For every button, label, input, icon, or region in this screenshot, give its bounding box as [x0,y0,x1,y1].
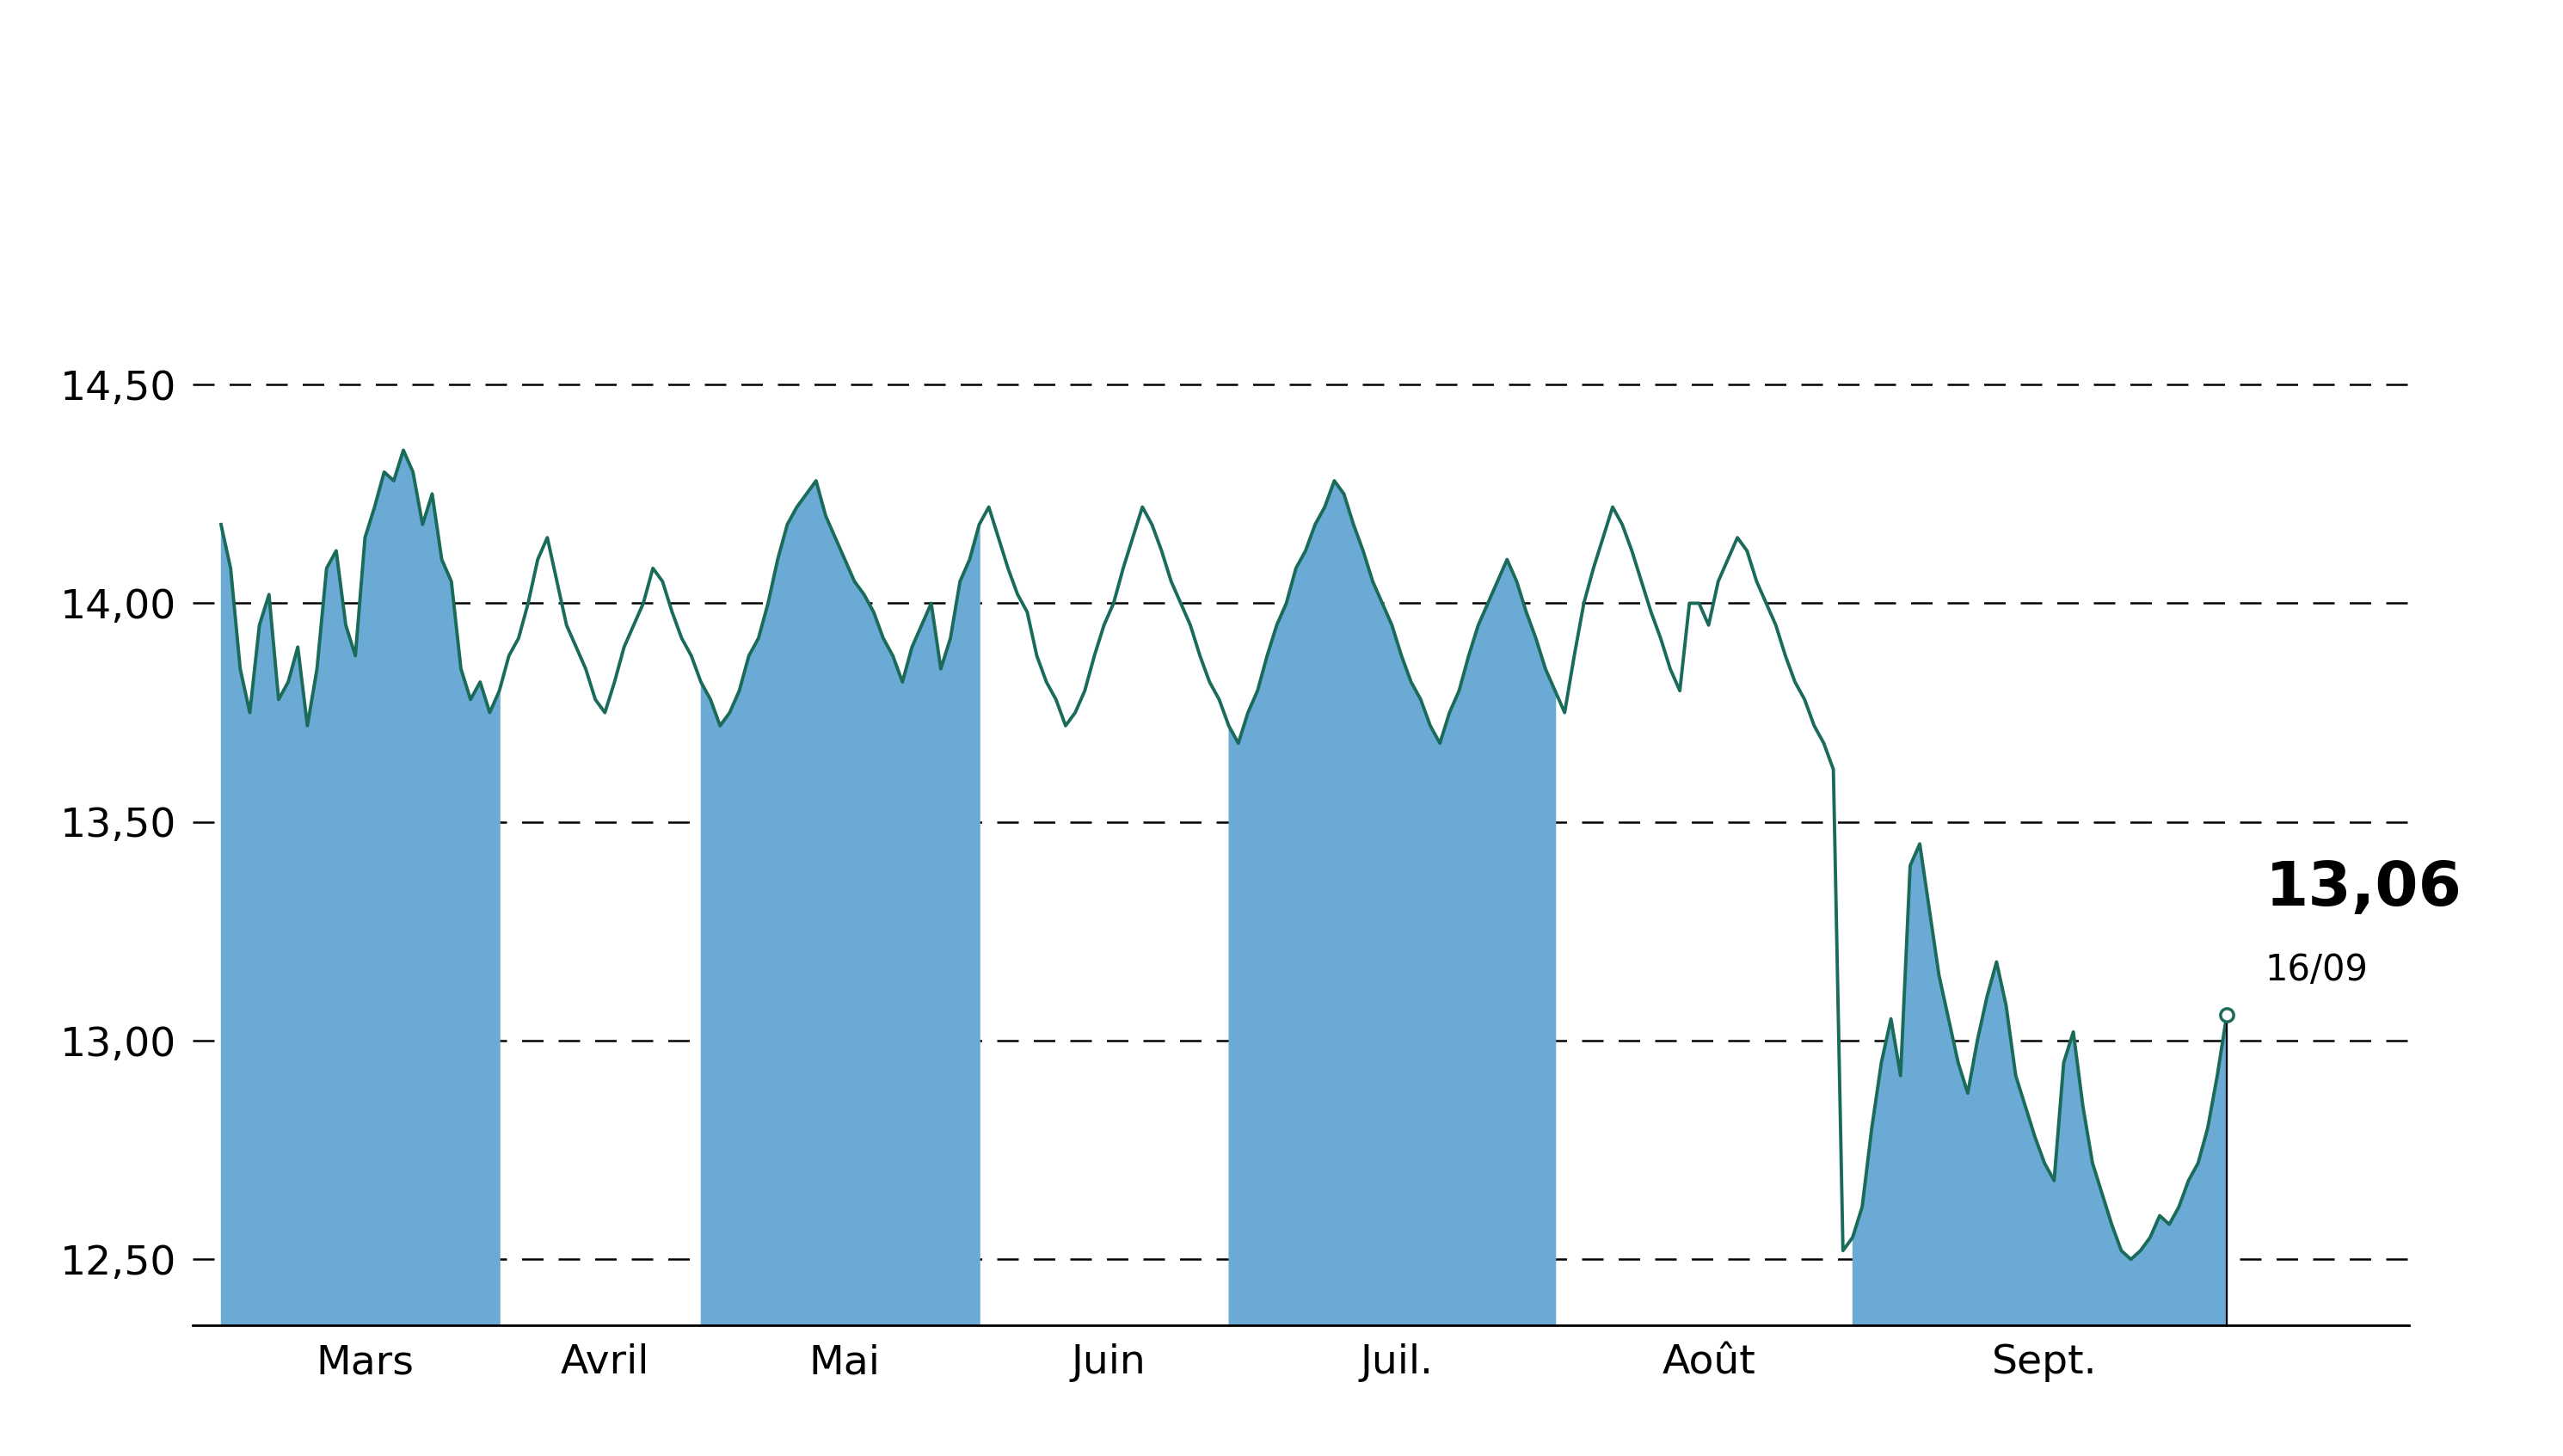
Text: 13,06: 13,06 [2266,859,2463,919]
Text: Gladstone Investment Corporation: Gladstone Investment Corporation [443,45,2120,128]
Text: 16/09: 16/09 [2266,952,2368,989]
